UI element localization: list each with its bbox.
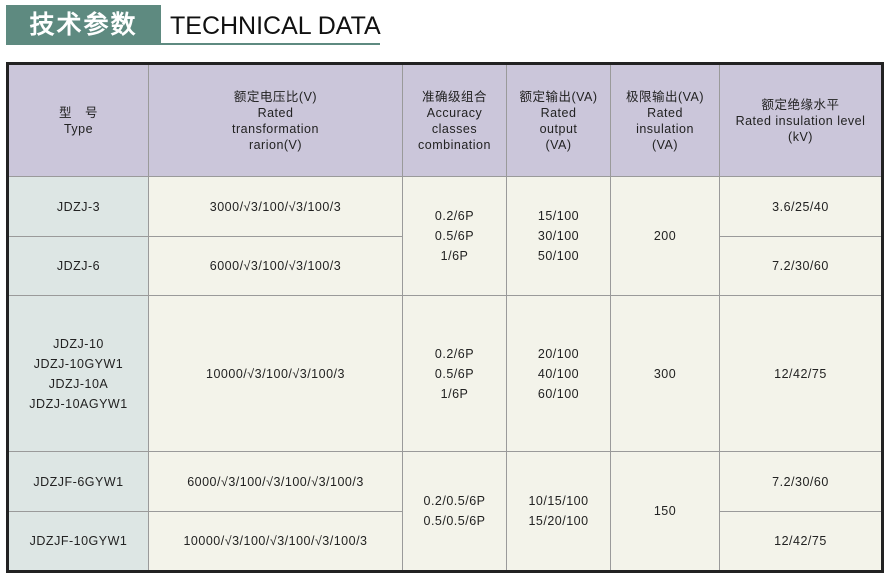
header-type: 型 号 Type <box>7 63 149 177</box>
type-cell: JDZJF-10GYW1 <box>7 511 149 572</box>
table-row: JDZJ-3 3000/√3/100/√3/100/3 0.2/6P 0.5/6P… <box>7 176 883 296</box>
title-en: TECHNICAL DATA <box>170 12 381 40</box>
type-cell: JDZJF-6GYW1 <box>7 451 149 512</box>
header-ratio: 额定电压比(V) Rated transformation rarion(V) <box>148 63 403 177</box>
ratio-cell: 10000/√3/100/√3/100/√3/100/3 <box>148 511 403 572</box>
ratio-cell: 6000/√3/100/√3/100/√3/100/3 <box>148 451 403 512</box>
output-cell: 20/100 40/100 60/100 <box>506 295 611 452</box>
table-row: JDZJ-10 JDZJ-10GYW1 JDZJ-10A JDZJ-10AGYW1 1… <box>7 295 883 452</box>
output-cell: 15/100 30/100 50/100 <box>506 176 611 296</box>
header-limit: 极限输出(VA) Rated insulation (VA) <box>610 63 720 177</box>
level-cell: 3.6/25/40 <box>719 176 883 237</box>
type-cell: JDZJ-10 JDZJ-10GYW1 JDZJ-10A JDZJ-10AGYW1 <box>7 295 149 452</box>
title-cn: 技术参数 <box>6 5 161 45</box>
ratio-cell: 3000/√3/100/√3/100/3 <box>148 176 403 237</box>
limit-cell: 300 <box>610 295 720 452</box>
accuracy-cell: 0.2/6P 0.5/6P 1/6P <box>402 176 507 296</box>
header-output: 额定输出(VA) Rated output (VA) <box>506 63 611 177</box>
accuracy-cell: 0.2/6P 0.5/6P 1/6P <box>402 295 507 452</box>
table-row: JDZJF-6GYW1 6000/√3/100/√3/100/√3/100/3 … <box>7 451 883 572</box>
output-cell: 10/15/100 15/20/100 <box>506 451 611 572</box>
level-cell: 12/42/75 <box>719 511 883 572</box>
limit-cell: 200 <box>610 176 720 296</box>
limit-cell: 150 <box>610 451 720 572</box>
header-row: 型 号 Type 额定电压比(V) Rated transformation rario… <box>7 63 883 177</box>
type-cell: JDZJ-6 <box>7 236 149 296</box>
table-row: JDZJF-10GYW1 10000/√3/100/√3/100/√3/100/… <box>7 511 883 572</box>
technical-data-table: 型 号 Type 额定电压比(V) Rated transformation rario… <box>6 62 884 573</box>
title-underline <box>161 43 380 45</box>
level-cell: 7.2/30/60 <box>719 451 883 512</box>
ratio-cell: 10000/√3/100/√3/100/3 <box>148 295 403 452</box>
level-cell: 12/42/75 <box>719 295 883 452</box>
ratio-cell: 6000/√3/100/√3/100/3 <box>148 236 403 296</box>
table-row: JDZJ-6 6000/√3/100/√3/100/3 7.2/30/60 <box>7 236 883 296</box>
header-level: 额定绝缘水平 Rated insulation level (kV) <box>719 63 883 177</box>
level-cell: 7.2/30/60 <box>719 236 883 296</box>
accuracy-cell: 0.2/0.5/6P 0.5/0.5/6P <box>402 451 507 572</box>
type-cell: JDZJ-3 <box>7 176 149 237</box>
header-accuracy: 准确级组合 Accuracy classes combination <box>402 63 507 177</box>
